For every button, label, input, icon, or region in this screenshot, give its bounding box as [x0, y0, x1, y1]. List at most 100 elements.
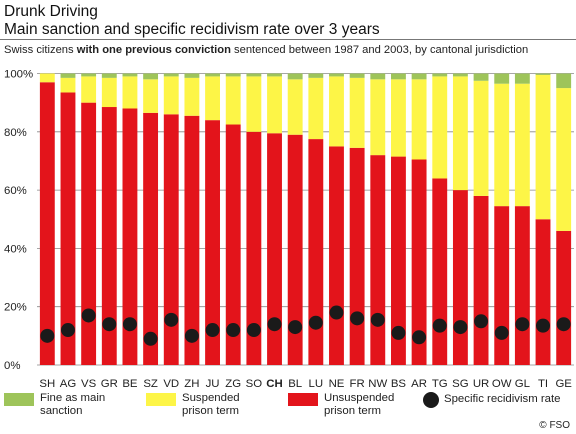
legend-item-suspended: Suspended prison term [146, 392, 264, 418]
bar-segment-unsuspended [225, 124, 241, 365]
legend-item-unsuspended: Unsuspended prison term [288, 392, 410, 418]
title-divider [0, 39, 576, 40]
recidivism-point [474, 314, 489, 329]
recidivism-point [288, 320, 303, 335]
x-tick-label: JU [206, 378, 220, 390]
recidivism-point [556, 317, 571, 332]
bar-segment-fine [473, 73, 489, 81]
bar-segment-suspended [39, 73, 55, 83]
bar-segment-suspended [205, 76, 220, 121]
recidivism-point [432, 318, 447, 333]
x-tick-label: CH [266, 378, 282, 390]
bar-segment-unsuspended [329, 146, 344, 365]
bar-segment-suspended [349, 77, 365, 148]
bar-segment-fine [225, 73, 241, 77]
bar-segment-unsuspended [101, 107, 117, 366]
bar-segment-fine [349, 73, 365, 78]
recidivism-point [329, 305, 344, 320]
bar-segment-unsuspended [370, 155, 386, 365]
bar-segment-suspended [246, 76, 262, 132]
bar-segment-fine [329, 73, 344, 77]
bar-segment-suspended [452, 76, 468, 191]
bar-segment-suspended [287, 79, 303, 135]
recidivism-point [122, 317, 137, 332]
subtitle-post: sentenced between 1987 and 2003, by cant… [230, 44, 529, 56]
recidivism-point [536, 318, 551, 333]
x-tick-label: SG [452, 378, 469, 390]
bar-segment-fine [205, 73, 220, 77]
x-tick-label: VS [81, 378, 97, 390]
bar-segment-suspended [494, 83, 510, 207]
x-tick-label: SZ [143, 378, 158, 390]
x-tick-label: GR [101, 378, 118, 390]
x-tick-label: BS [391, 378, 407, 390]
bar-segment-fine [535, 73, 551, 75]
x-tick-label: BE [122, 378, 138, 390]
source-credit: © FSO [539, 420, 570, 431]
x-tick-label: TI [538, 378, 548, 390]
x-tick-label: UR [473, 378, 489, 390]
legend-label-recidivism: Specific recidivism rate [444, 393, 561, 405]
bar-segment-unsuspended [452, 190, 468, 365]
legend-dot-recidivism [423, 392, 439, 408]
bar-segment-unsuspended [60, 92, 76, 365]
y-tick-label: 100% [4, 69, 33, 81]
bar-segment-suspended [473, 80, 489, 196]
x-tick-label: NW [368, 378, 387, 390]
y-tick-label: 20% [4, 302, 27, 314]
subtitle-bold: with one previous conviction [76, 44, 231, 56]
recidivism-point [102, 317, 117, 332]
recidivism-point [370, 312, 385, 327]
legend-item-fine: Fine as main sanction [4, 392, 120, 418]
bar-segment-fine [101, 73, 117, 78]
recidivism-point [350, 311, 365, 326]
x-tick-label: BL [288, 378, 302, 390]
bar-segment-unsuspended [287, 134, 303, 365]
legend: Fine as main sanction Suspended prison t… [0, 392, 576, 420]
legend-item-recidivism: Specific recidivism rate [423, 392, 576, 408]
bar-segment-unsuspended [246, 131, 262, 365]
x-tick-label: VD [163, 378, 179, 390]
legend-swatch-unsuspended [288, 393, 318, 406]
bar-segment-unsuspended [143, 112, 159, 365]
recidivism-point [205, 323, 220, 338]
chart-title-line2: Main sanction and specific recidivism ra… [4, 21, 380, 38]
bar-segment-fine [432, 73, 448, 77]
stacked-bar-chart: 0% 20% 40% 60% 80% 100% SH AG VS GR BE SZ VD ZH JU ZG SO… [4, 69, 574, 390]
bar-segment-fine [143, 73, 159, 80]
bar-segment-fine [246, 73, 262, 77]
recidivism-point [308, 315, 323, 330]
bar-segment-fine [556, 73, 572, 89]
bar-segment-unsuspended [81, 102, 97, 366]
bar-segment-fine [452, 73, 468, 77]
bar-segment-suspended [391, 79, 406, 157]
bar-segment-suspended [535, 74, 551, 220]
bar-segment-unsuspended [308, 139, 324, 365]
bar-segment-unsuspended [163, 114, 179, 365]
bar-segment-suspended [143, 79, 159, 113]
legend-swatch-fine [4, 393, 34, 406]
recidivism-point [143, 331, 158, 346]
bar-segment-suspended [122, 76, 138, 109]
bar-segment-suspended [432, 76, 448, 179]
bar-segment-unsuspended [39, 82, 55, 366]
bar-segment-suspended [101, 77, 117, 108]
bar-segment-fine [60, 73, 76, 78]
bar-segment-suspended [267, 76, 282, 134]
recidivism-point [494, 325, 509, 340]
bar-segment-unsuspended [184, 115, 200, 365]
y-tick-label: 40% [4, 243, 27, 255]
x-tick-label: FR [350, 378, 365, 390]
recidivism-point [515, 317, 530, 332]
bar-segment-suspended [163, 76, 179, 115]
bar-segment-fine [391, 73, 406, 80]
bar-segment-fine [514, 73, 530, 84]
x-tick-label: ZG [225, 378, 241, 390]
x-tick-label: GE [555, 378, 572, 390]
x-tick-label: NE [329, 378, 345, 390]
bar-segment-unsuspended [556, 230, 572, 365]
bar-segment-unsuspended [411, 159, 427, 365]
x-tick-label: SO [246, 378, 263, 390]
bar-segment-suspended [370, 79, 386, 156]
bar-segment-fine [494, 73, 510, 84]
